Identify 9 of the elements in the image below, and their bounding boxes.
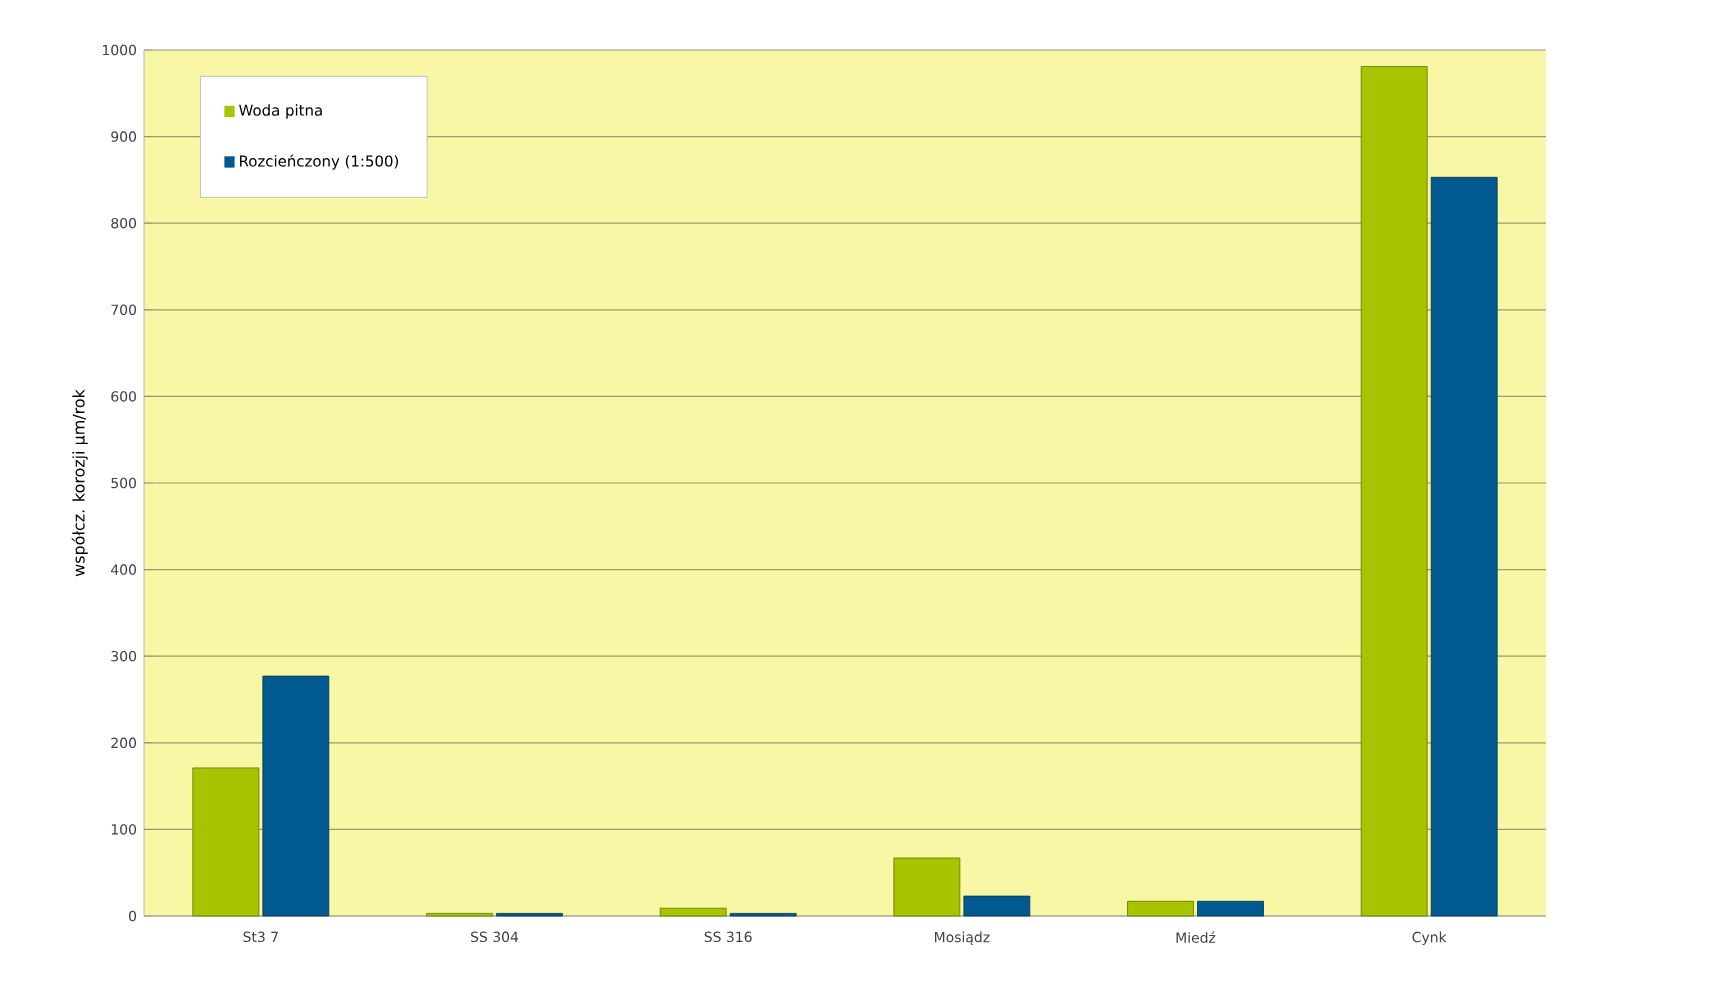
bar <box>192 767 260 917</box>
bar <box>262 675 330 917</box>
bar <box>1127 900 1194 917</box>
bar <box>1360 66 1428 917</box>
bar <box>1430 176 1498 917</box>
bar <box>963 895 1031 917</box>
bar <box>893 857 961 917</box>
bar <box>1197 900 1264 917</box>
bar <box>659 907 727 917</box>
